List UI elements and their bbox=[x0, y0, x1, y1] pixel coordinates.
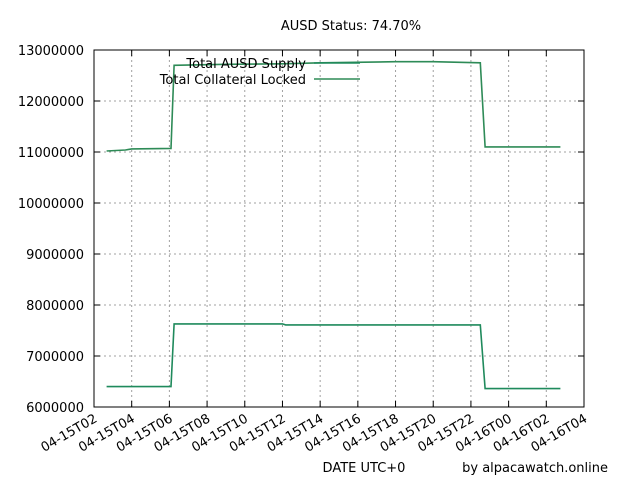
x-axis-title: DATE UTC+0 bbox=[323, 461, 406, 476]
y-tick-label: 7000000 bbox=[26, 350, 84, 365]
y-tick-label: 9000000 bbox=[26, 248, 84, 263]
y-tick-label: 10000000 bbox=[18, 197, 84, 212]
chart-title: AUSD Status: 74.70% bbox=[281, 19, 421, 34]
y-tick-label: 8000000 bbox=[26, 299, 84, 314]
grid bbox=[94, 50, 584, 407]
series-line-1 bbox=[106, 60, 561, 152]
x-axis: 04-15T0204-15T0404-15T0604-15T0804-15T10… bbox=[39, 50, 590, 456]
credit-text: by alpacawatch.online bbox=[462, 461, 608, 476]
y-tick-label: 11000000 bbox=[18, 146, 84, 161]
y-tick-label: 13000000 bbox=[18, 44, 84, 59]
y-tick-label: 12000000 bbox=[18, 95, 84, 110]
y-tick-label: 6000000 bbox=[26, 401, 84, 416]
legend-label: Total Collateral Locked bbox=[159, 73, 306, 88]
y-axis: 6000000 7000000 8000000 9000000 10000000 1100… bbox=[18, 44, 584, 416]
plot-frame bbox=[93, 49, 585, 408]
series-line-0 bbox=[106, 323, 561, 390]
legend-label: Total AUSD Supply bbox=[185, 57, 306, 72]
series-lines bbox=[106, 60, 561, 390]
